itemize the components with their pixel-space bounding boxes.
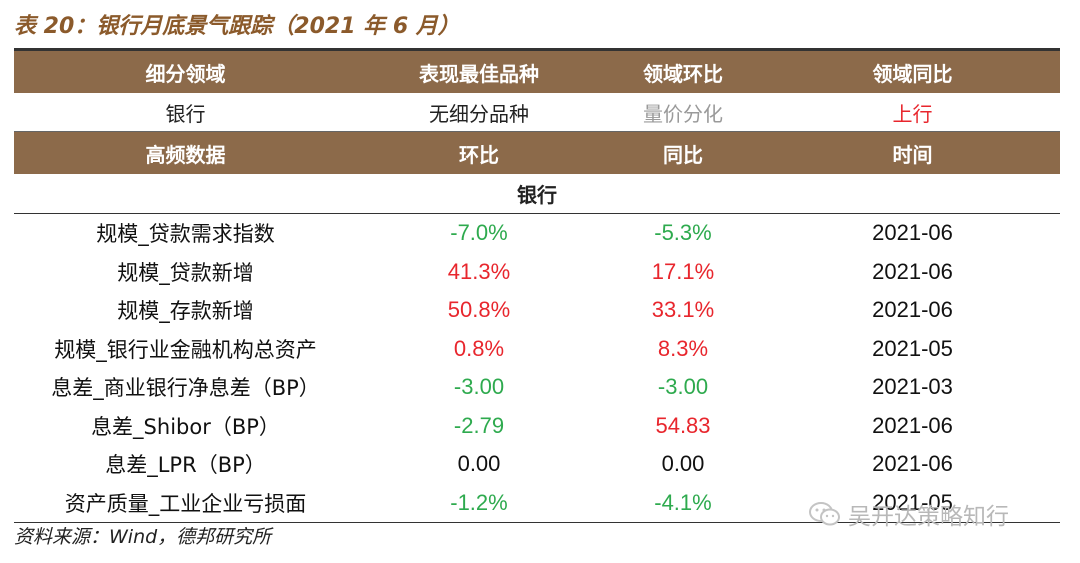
table-row: 规模_贷款需求指数 -7.0% -5.3% 2021-06 <box>14 214 1060 253</box>
header-cell: 时间 <box>892 142 933 167</box>
table-row: 规模_存款新增 50.8% 33.1% 2021-06 <box>14 291 1060 330</box>
header-cell: 表现最佳品种 <box>419 61 539 86</box>
section-label: 银行 <box>14 174 1060 214</box>
row-name: 规模_贷款新增 <box>117 260 254 285</box>
table-row: 息差_商业银行净息差（BP） -3.00 -3.00 2021-03 <box>14 368 1060 407</box>
row-name: 资产质量_工业企业亏损面 <box>64 491 307 516</box>
header-cell: 高频数据 <box>145 142 226 167</box>
row-mom: -7.0% <box>450 220 508 246</box>
row-mom: -3.00 <box>453 374 505 400</box>
summary-yoy: 上行 <box>892 101 933 126</box>
header-cell: 环比 <box>459 142 499 167</box>
row-mom: 50.8% <box>447 297 511 323</box>
header-cell: 细分领域 <box>145 61 226 86</box>
row-name: 规模_存款新增 <box>117 299 254 324</box>
table-row: 息差_Shibor（BP） -2.79 54.83 2021-06 <box>14 407 1060 446</box>
row-date: 2021-03 <box>872 374 953 400</box>
row-yoy: 0.00 <box>661 451 705 477</box>
row-yoy: 54.83 <box>655 412 711 438</box>
row-date: 2021-05 <box>872 335 953 361</box>
row-yoy: -3.00 <box>657 374 709 400</box>
row-mom: -2.79 <box>453 412 505 438</box>
row-mom: -1.2% <box>450 489 508 515</box>
row-name: 息差_LPR（BP） <box>105 453 266 478</box>
row-yoy: -4.1% <box>654 489 712 515</box>
row-name: 息差_商业银行净息差（BP） <box>51 376 320 401</box>
summary-header-row: 细分领域 表现最佳品种 领域环比 领域同比 <box>14 48 1060 93</box>
table-bottom-rule <box>14 522 1060 523</box>
row-yoy: 8.3% <box>657 335 709 361</box>
summary-sector: 银行 <box>165 101 206 126</box>
row-date: 2021-06 <box>872 297 953 323</box>
row-name: 规模_贷款需求指数 <box>96 222 275 247</box>
data-header-row: 高频数据 环比 同比 时间 <box>14 132 1060 174</box>
table-title: 表 20：银行月底景气跟踪（2021 年 6 月） <box>14 14 460 39</box>
watermark: 吴开达策略知行 <box>808 497 1009 531</box>
row-yoy: 33.1% <box>651 297 715 323</box>
table-row: 规模_银行业金融机构总资产 0.8% 8.3% 2021-05 <box>14 330 1060 369</box>
row-name: 规模_银行业金融机构总资产 <box>54 337 317 362</box>
row-mom: 0.00 <box>457 451 501 477</box>
summary-mom: 量价分化 <box>643 101 723 126</box>
row-name: 息差_Shibor（BP） <box>91 414 280 439</box>
bank-tracking-table: 细分领域 表现最佳品种 领域环比 领域同比 银行 无细分品种 量价分化 上行 高… <box>14 48 1060 523</box>
row-yoy: -5.3% <box>654 220 712 246</box>
table-row: 息差_LPR（BP） 0.00 0.00 2021-06 <box>14 445 1060 484</box>
row-date: 2021-06 <box>872 412 953 438</box>
row-date: 2021-05 <box>872 489 953 515</box>
wechat-icon <box>809 502 840 526</box>
row-date: 2021-06 <box>872 220 953 246</box>
summary-best: 无细分品种 <box>429 101 529 126</box>
row-date: 2021-06 <box>872 258 953 284</box>
data-rows: 规模_贷款需求指数 -7.0% -5.3% 2021-06 规模_贷款新增 41.3% 17… <box>14 214 1060 522</box>
header-cell: 领域同比 <box>872 61 953 86</box>
row-yoy: 17.1% <box>651 258 715 284</box>
header-cell: 领域环比 <box>643 61 723 86</box>
table-row: 规模_贷款新增 41.3% 17.1% 2021-06 <box>14 253 1060 292</box>
row-mom: 0.8% <box>453 335 505 361</box>
row-mom: 41.3% <box>447 258 511 284</box>
row-date: 2021-06 <box>872 451 953 477</box>
header-cell: 同比 <box>663 142 703 167</box>
source-note: 资料来源：Wind，德邦研究所 <box>14 526 272 548</box>
summary-row: 银行 无细分品种 量价分化 上行 <box>14 93 1060 132</box>
watermark-text: 吴开达策略知行 <box>848 504 1009 530</box>
table-row: 资产质量_工业企业亏损面 -1.2% -4.1% 2021-05 <box>14 484 1060 523</box>
